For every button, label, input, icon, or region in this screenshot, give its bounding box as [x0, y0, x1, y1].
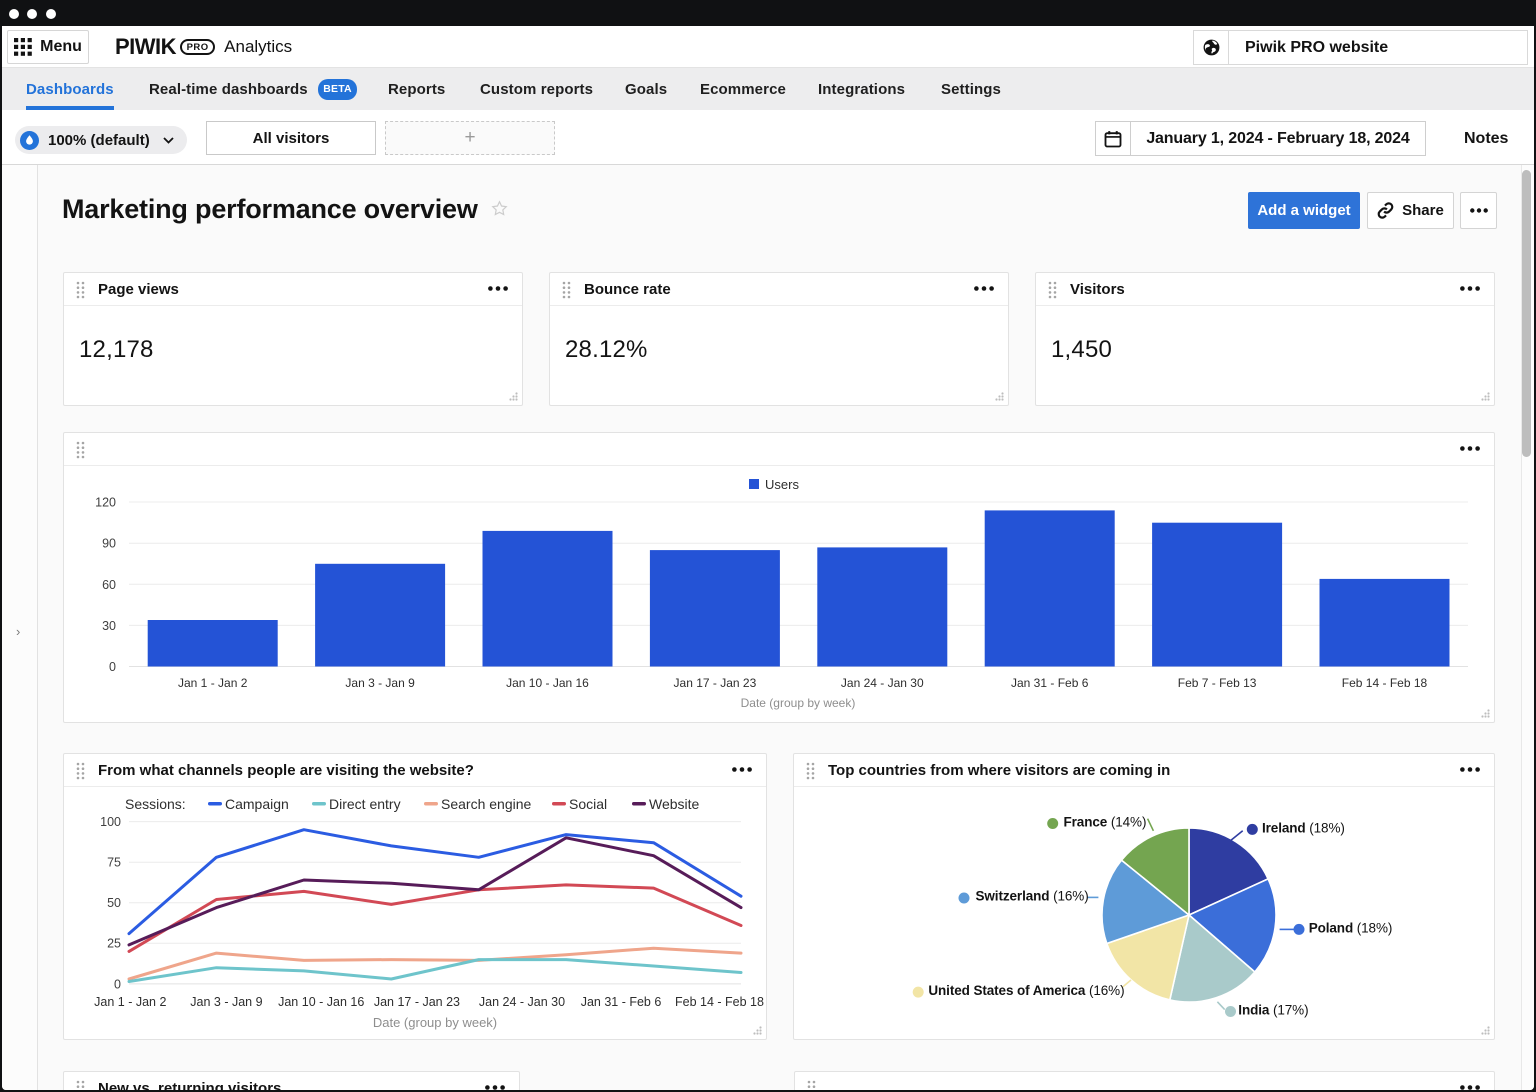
svg-text:Campaign: Campaign: [225, 796, 289, 812]
svg-text:Feb 14 - Feb 18: Feb 14 - Feb 18: [675, 995, 764, 1009]
svg-text:30: 30: [102, 619, 116, 633]
svg-text:Jan 10 - Jan 16: Jan 10 - Jan 16: [506, 676, 589, 690]
svg-text:Jan 1 - Jan 2: Jan 1 - Jan 2: [178, 676, 248, 690]
svg-text:120: 120: [95, 496, 116, 510]
svg-text:Jan 31 - Feb 6: Jan 31 - Feb 6: [581, 995, 662, 1009]
svg-text:Poland (18%): Poland (18%): [1309, 920, 1393, 935]
svg-text:75: 75: [107, 856, 121, 870]
svg-text:Jan 31 - Feb 6: Jan 31 - Feb 6: [1011, 676, 1089, 690]
svg-text:50: 50: [107, 896, 121, 910]
svg-text:United States of America (16%): United States of America (16%): [928, 983, 1124, 998]
svg-text:Jan 17 - Jan 23: Jan 17 - Jan 23: [674, 676, 757, 690]
svg-text:Feb 14 - Feb 18: Feb 14 - Feb 18: [1342, 676, 1428, 690]
svg-text:Jan 24 - Jan 30: Jan 24 - Jan 30: [479, 995, 565, 1009]
svg-text:Jan 1 - Jan 2: Jan 1 - Jan 2: [94, 995, 166, 1009]
svg-text:Jan 17 - Jan 23: Jan 17 - Jan 23: [374, 995, 460, 1009]
svg-text:0: 0: [114, 977, 121, 991]
svg-text:Switzerland (16%): Switzerland (16%): [976, 889, 1089, 904]
svg-text:0: 0: [109, 660, 116, 674]
svg-text:Direct entry: Direct entry: [329, 796, 401, 812]
svg-text:Website: Website: [649, 796, 700, 812]
svg-text:100: 100: [100, 815, 121, 829]
svg-text:Jan 3 - Jan 9: Jan 3 - Jan 9: [345, 676, 415, 690]
svg-text:Date (group by week): Date (group by week): [741, 696, 856, 710]
svg-text:60: 60: [102, 578, 116, 592]
svg-text:Ireland (18%): Ireland (18%): [1262, 820, 1345, 835]
svg-text:Jan 24 - Jan 30: Jan 24 - Jan 30: [841, 676, 924, 690]
svg-text:Date (group by week): Date (group by week): [373, 1015, 497, 1030]
svg-text:France (14%): France (14%): [1064, 814, 1147, 829]
svg-text:Jan 3 - Jan 9: Jan 3 - Jan 9: [190, 995, 262, 1009]
svg-text:90: 90: [102, 537, 116, 551]
svg-text:India (17%): India (17%): [1238, 1002, 1308, 1017]
svg-text:Search engine: Search engine: [441, 796, 532, 812]
svg-text:Jan 10 - Jan 16: Jan 10 - Jan 16: [278, 995, 364, 1009]
svg-text:Sessions:: Sessions:: [125, 796, 186, 812]
svg-text:25: 25: [107, 937, 121, 951]
svg-text:Feb 7 - Feb 13: Feb 7 - Feb 13: [1178, 676, 1257, 690]
svg-text:Users: Users: [765, 477, 799, 492]
svg-text:Social: Social: [569, 796, 607, 812]
